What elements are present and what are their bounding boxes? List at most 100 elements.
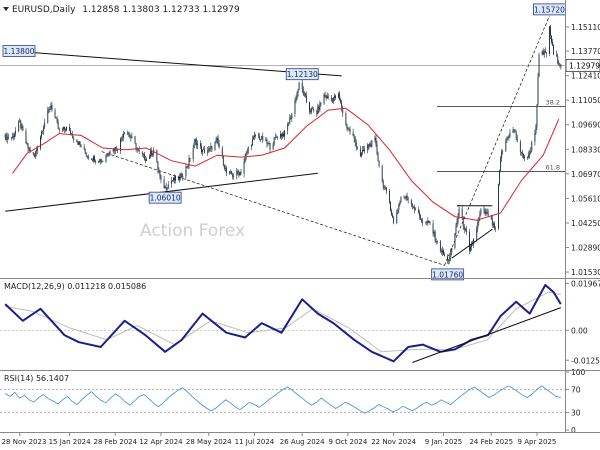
candle-body bbox=[419, 212, 421, 217]
candle-body bbox=[376, 144, 378, 154]
candle-body bbox=[266, 139, 268, 144]
candle-body bbox=[94, 156, 95, 162]
candle-body bbox=[418, 210, 420, 213]
candle-body bbox=[18, 121, 20, 131]
x-tick-label: 28 Nov 2023 bbox=[2, 438, 47, 446]
candle-body bbox=[428, 220, 430, 223]
candle-body bbox=[72, 134, 74, 139]
candle-body bbox=[455, 226, 457, 234]
candle-body bbox=[85, 152, 87, 156]
candle-body bbox=[211, 146, 213, 150]
macd-tick-label: -0.012552 bbox=[571, 356, 600, 365]
candle-body bbox=[464, 228, 466, 230]
x-axis: 28 Nov 2023 15 Jan 2024 28 Feb 2024 12 Apr … bbox=[2, 432, 556, 446]
candle-body bbox=[433, 232, 435, 234]
candle-body bbox=[106, 154, 108, 157]
candle-body bbox=[42, 131, 44, 132]
candle-body bbox=[149, 156, 151, 159]
candle-body bbox=[269, 143, 271, 150]
candle-body bbox=[458, 208, 460, 217]
candle-body bbox=[5, 134, 7, 140]
x-tick-label: 26 Aug 2024 bbox=[280, 438, 325, 446]
candle-body bbox=[34, 152, 36, 157]
fib-level-label: 38.2 bbox=[546, 99, 560, 107]
price-tick-label: 1.04250 bbox=[571, 219, 600, 228]
candle-body bbox=[304, 93, 306, 96]
candle-body bbox=[122, 137, 124, 139]
candle-body bbox=[339, 93, 341, 100]
candle-body bbox=[450, 252, 452, 258]
candle-body bbox=[13, 136, 14, 138]
candle-body bbox=[317, 106, 319, 114]
candle-body bbox=[325, 96, 327, 99]
candle-body bbox=[214, 141, 216, 150]
candle-body bbox=[178, 176, 180, 181]
price-label-box bbox=[2, 45, 36, 57]
candle-body bbox=[324, 94, 326, 97]
x-tick-label: 22 Nov 2024 bbox=[371, 438, 416, 446]
candle-body bbox=[224, 168, 226, 169]
candle-body bbox=[51, 105, 53, 110]
candle-body bbox=[27, 143, 29, 149]
candle-body bbox=[180, 173, 182, 178]
candle-body bbox=[396, 212, 398, 224]
candle-body bbox=[179, 177, 181, 181]
price-tick-label: 1.11050 bbox=[571, 96, 600, 105]
candle-body bbox=[210, 146, 212, 149]
candle-body bbox=[404, 197, 406, 199]
candle-body bbox=[449, 257, 451, 261]
candle-body bbox=[542, 51, 544, 55]
candle-body bbox=[486, 211, 488, 213]
macd-trendline bbox=[412, 307, 562, 363]
candle-body bbox=[535, 126, 537, 134]
candle-body bbox=[143, 153, 145, 160]
candle-body bbox=[506, 138, 508, 142]
candle-body bbox=[536, 105, 538, 127]
price-header: EURUSD,Daily 1.12858 1.13803 1.12733 1.1… bbox=[12, 5, 240, 15]
candle-body bbox=[521, 152, 523, 154]
candle-body bbox=[230, 171, 232, 173]
candle-body bbox=[333, 95, 335, 99]
candle-body bbox=[203, 149, 205, 150]
candle-body bbox=[194, 139, 196, 143]
candle-body bbox=[295, 99, 297, 101]
candle-body bbox=[244, 156, 246, 162]
candle-body bbox=[318, 106, 320, 110]
down-triangle-icon bbox=[3, 7, 9, 11]
candle-body bbox=[390, 202, 391, 211]
candle-body bbox=[58, 128, 60, 131]
candle-body bbox=[425, 221, 427, 223]
candle-body bbox=[399, 202, 401, 205]
price-label-text: 1.12130 bbox=[287, 70, 318, 79]
candle-body bbox=[95, 161, 97, 163]
candle-body bbox=[80, 144, 82, 147]
candle-body bbox=[316, 110, 318, 114]
candle-body bbox=[389, 191, 390, 203]
candle-body bbox=[40, 136, 41, 149]
candle-body bbox=[368, 144, 370, 147]
candle-body bbox=[411, 203, 413, 208]
candle-body bbox=[250, 145, 252, 147]
candle-body bbox=[483, 209, 485, 211]
candle-body bbox=[252, 136, 254, 140]
candle-body bbox=[544, 50, 546, 53]
candle-body bbox=[186, 166, 188, 168]
candle-body bbox=[493, 223, 495, 229]
candle-body bbox=[374, 137, 376, 141]
candle-body bbox=[406, 196, 408, 199]
candle-body bbox=[400, 196, 402, 203]
macd-panel: 0.019679 0.00 -0.012552 bbox=[0, 279, 600, 365]
x-tick-label: 9 Oct 2024 bbox=[329, 438, 368, 446]
candle-body bbox=[221, 148, 223, 157]
price-label: 1.01760 bbox=[431, 268, 465, 281]
moving-average-line bbox=[12, 107, 560, 221]
candle-body bbox=[201, 146, 202, 153]
candle-body bbox=[512, 129, 514, 133]
candle-body bbox=[156, 149, 158, 162]
candle-body bbox=[531, 142, 533, 151]
candle-body bbox=[70, 130, 72, 135]
candle-body bbox=[276, 137, 278, 138]
symbol-header: EURUSD,Daily bbox=[12, 5, 76, 15]
candle-body bbox=[436, 241, 438, 243]
price-panel: 1.15110 1.13770 1.12410 1.11050 1.09690 1.083… bbox=[0, 3, 600, 281]
